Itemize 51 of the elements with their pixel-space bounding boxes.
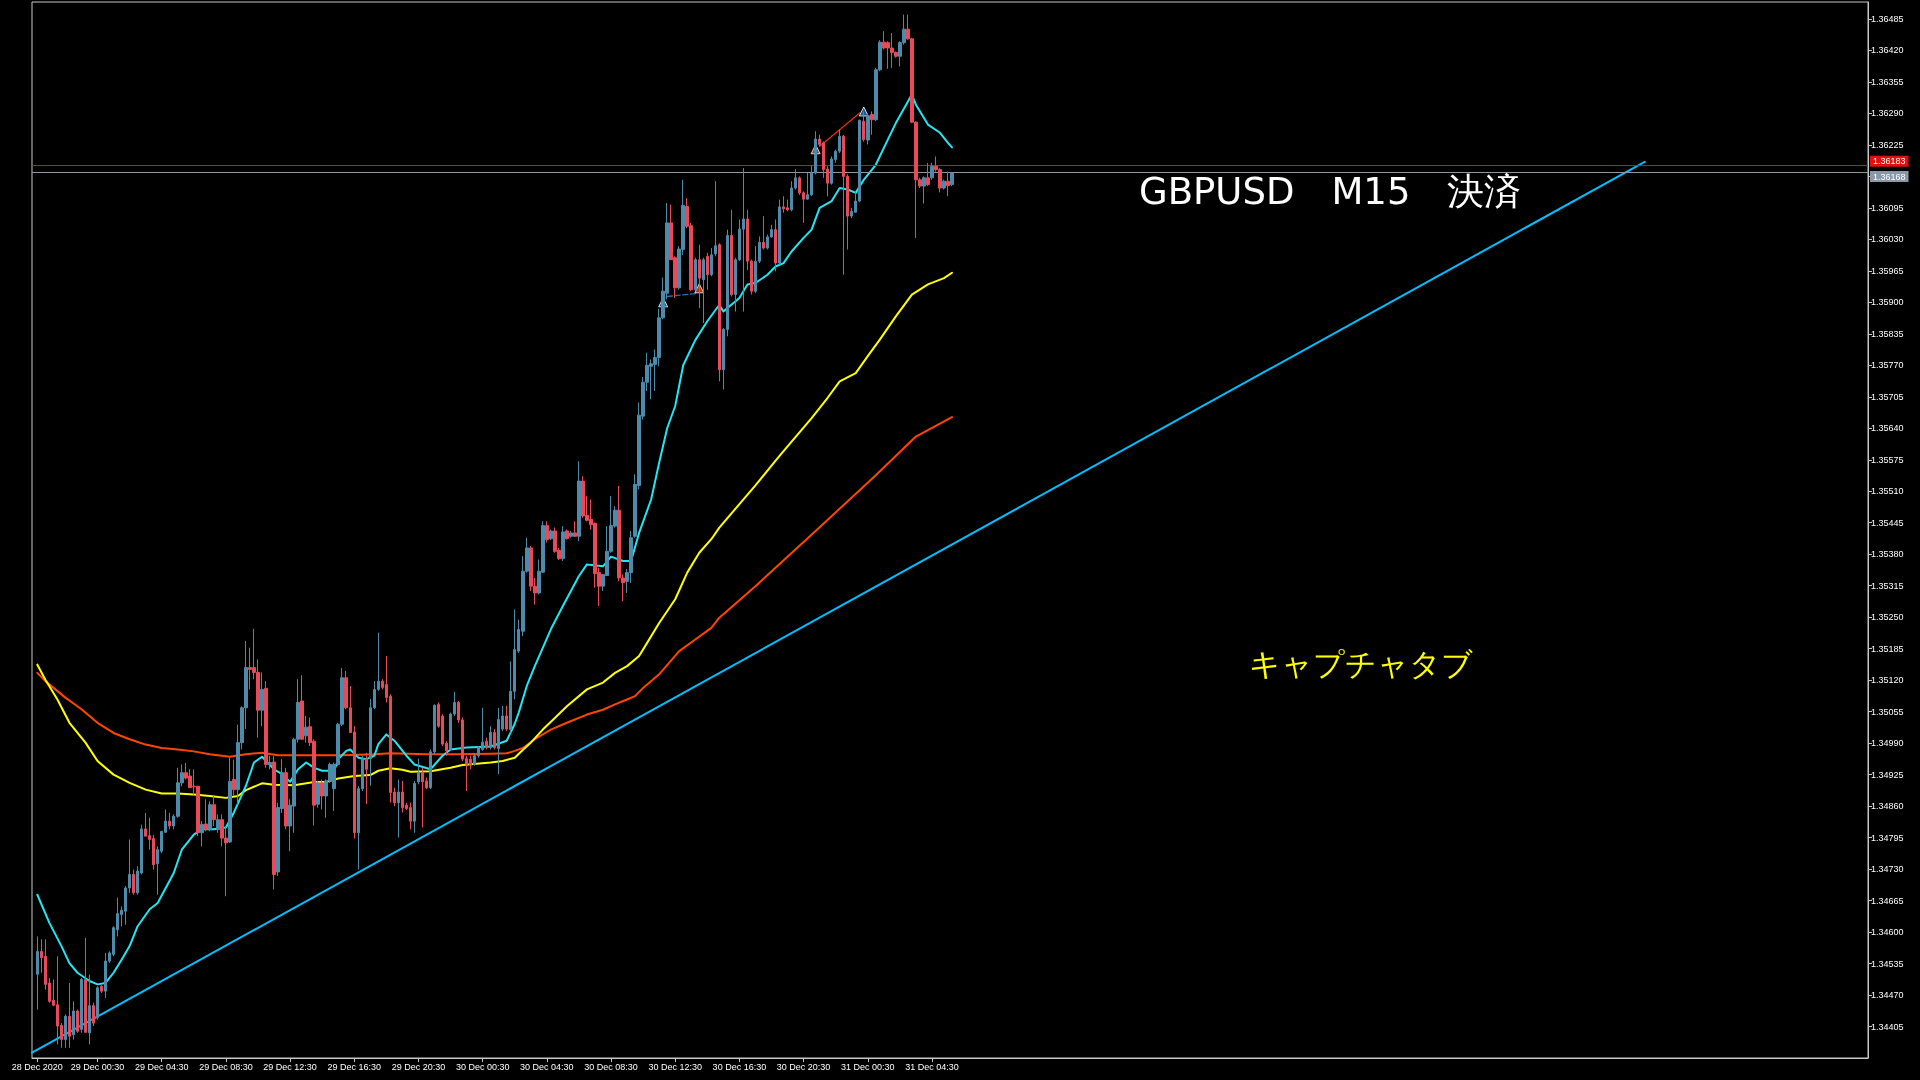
y-tick-label: 1.36095 <box>1871 202 1904 213</box>
ref-line-label: 1.36183 <box>1873 156 1906 167</box>
y-tick-label: 1.34990 <box>1871 738 1904 749</box>
y-tick-label: 1.36030 <box>1871 234 1904 245</box>
x-tick-label: 31 Dec 00:30 <box>840 1061 895 1072</box>
x-tick-label: 30 Dec 16:30 <box>712 1061 767 1072</box>
x-tick-label: 28 Dec 2020 <box>11 1061 63 1072</box>
x-tick-label: 29 Dec 00:30 <box>70 1061 125 1072</box>
y-tick-label: 1.34470 <box>1871 990 1904 1001</box>
y-tick-label: 1.34600 <box>1871 927 1904 938</box>
x-tick-label: 30 Dec 08:30 <box>584 1061 638 1072</box>
y-tick-label: 1.35185 <box>1871 643 1904 654</box>
y-tick-label: 1.35120 <box>1871 675 1904 686</box>
x-tick-label: 31 Dec 04:30 <box>905 1061 959 1072</box>
y-tick-label: 1.34405 <box>1871 1021 1904 1032</box>
ref-line-label: 1.36168 <box>1873 171 1906 182</box>
y-tick-label: 1.35705 <box>1871 391 1904 402</box>
y-tick-label: 1.35575 <box>1871 454 1904 465</box>
y-tick-label: 1.34730 <box>1871 864 1904 875</box>
y-tick-label: 1.34665 <box>1871 895 1904 906</box>
x-tick-label: 30 Dec 00:30 <box>455 1061 510 1072</box>
y-tick-label: 1.34535 <box>1871 958 1904 969</box>
y-tick-label: 1.35770 <box>1871 360 1904 371</box>
y-tick-label: 1.35900 <box>1871 297 1904 308</box>
y-tick-label: 1.35380 <box>1871 549 1904 560</box>
y-tick-label: 1.34795 <box>1871 832 1904 843</box>
x-tick-label: 29 Dec 04:30 <box>134 1061 189 1072</box>
annotation: キャプチャタブ <box>1249 645 1473 682</box>
x-tick-label: 29 Dec 16:30 <box>327 1061 382 1072</box>
x-tick-label: 30 Dec 04:30 <box>520 1061 574 1072</box>
y-tick-label: 1.35445 <box>1871 517 1904 528</box>
y-tick-label: 1.36420 <box>1871 45 1904 56</box>
y-tick-label: 1.34860 <box>1871 801 1904 812</box>
y-tick-label: 1.35640 <box>1871 423 1904 434</box>
x-tick-label: 30 Dec 20:30 <box>776 1061 831 1072</box>
x-tick-label: 29 Dec 20:30 <box>391 1061 446 1072</box>
y-tick-label: 1.36485 <box>1871 13 1904 24</box>
x-tick-label: 29 Dec 12:30 <box>263 1061 317 1072</box>
x-tick-label: 29 Dec 08:30 <box>199 1061 253 1072</box>
y-tick-label: 1.36290 <box>1871 108 1904 119</box>
y-tick-label: 1.35510 <box>1871 486 1904 497</box>
x-tick-label: 30 Dec 12:30 <box>648 1061 702 1072</box>
y-tick-label: 1.35250 <box>1871 612 1904 623</box>
y-tick-label: 1.36355 <box>1871 76 1904 87</box>
y-tick-label: 1.35315 <box>1871 580 1904 591</box>
y-tick-label: 1.34925 <box>1871 769 1904 780</box>
y-tick-label: 1.35835 <box>1871 328 1904 339</box>
y-tick-label: 1.36225 <box>1871 139 1904 150</box>
y-tick-label: 1.35965 <box>1871 265 1904 276</box>
annotation: GBPUSD M15 決済 <box>1139 170 1522 213</box>
y-tick-label: 1.35055 <box>1871 706 1904 717</box>
